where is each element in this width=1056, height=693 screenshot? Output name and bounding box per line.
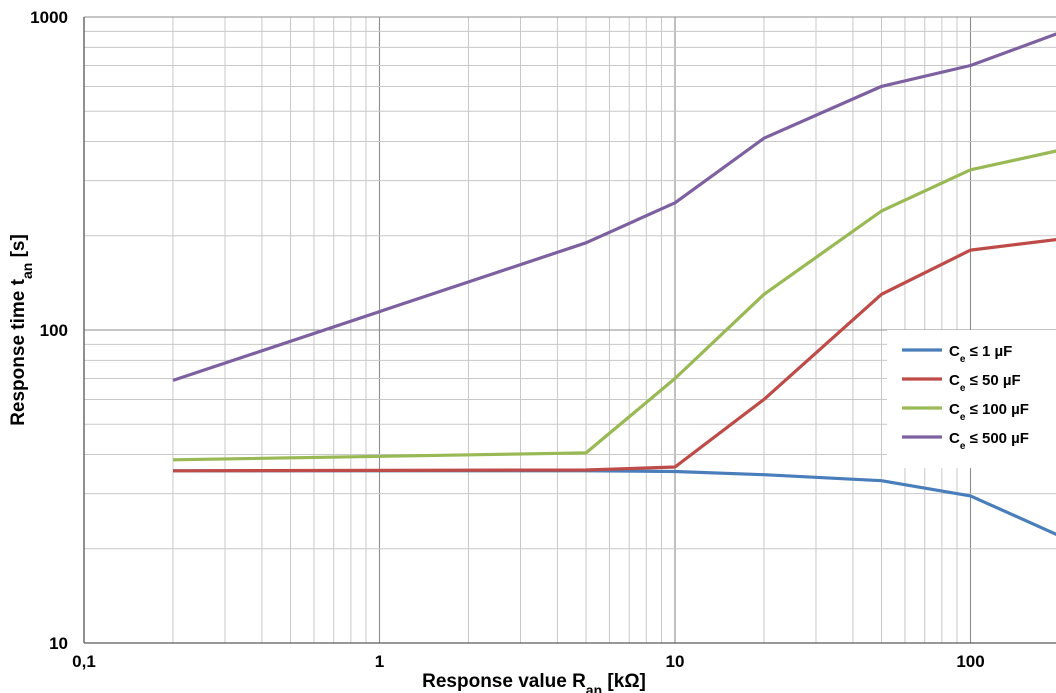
x-tick-label: 10: [666, 652, 685, 671]
legend: Ce ≤ 1 µF Ce ≤ 50 µF Ce ≤ 100 µF Ce ≤ 500 µ…: [887, 330, 1056, 468]
x-tick-label: 0,1: [72, 652, 96, 671]
axis-titles: Response value Ran [kΩ] Response time tan…: [8, 234, 646, 693]
x-tick-label: 1: [375, 652, 384, 671]
series-line-4: [172, 32, 1056, 382]
legend-box: [887, 330, 1056, 468]
y-axis-title: Response time tan [s]: [8, 234, 35, 426]
series-line-2: [172, 238, 1056, 473]
y-tick-label: 100: [40, 321, 68, 340]
series-lines: [172, 32, 1056, 536]
legend-label: Ce ≤ 1 µF: [949, 343, 1012, 365]
y-tick-label: 1000: [30, 8, 68, 27]
series-line-1: [173, 469, 1056, 536]
x-axis-title: Response value Ran [kΩ]: [422, 671, 646, 693]
legend-label: Ce ≤ 50 µF: [949, 372, 1021, 394]
legend-label: Ce ≤ 100 µF: [949, 401, 1029, 423]
x-tick-label: 100: [956, 652, 984, 671]
y-tick-label: 10: [49, 634, 68, 653]
legend-label: Ce ≤ 500 µF: [949, 430, 1029, 452]
tick-labels: 0,1 1 10 100 10 100 1000: [30, 8, 985, 671]
series-line-3: [172, 149, 1056, 462]
